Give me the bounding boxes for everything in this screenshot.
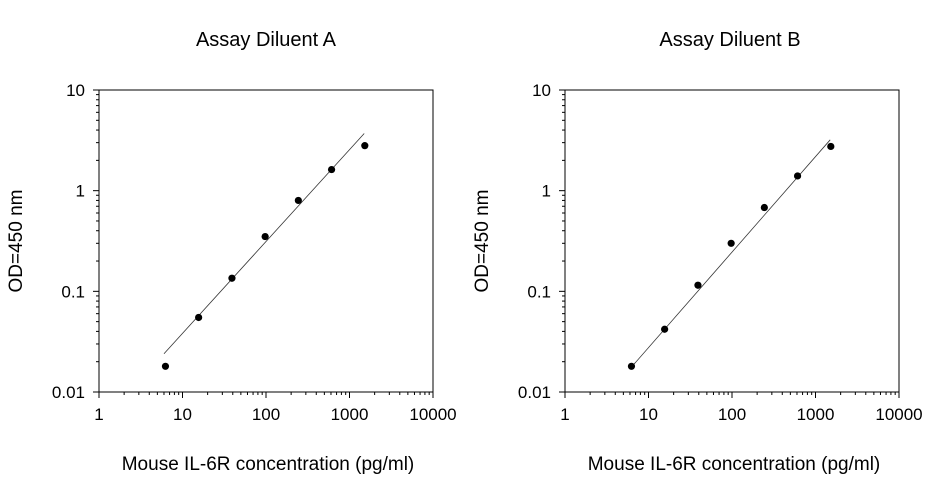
data-point	[327, 165, 336, 174]
y-tick-label: 0.1	[61, 282, 85, 301]
data-point	[661, 325, 669, 333]
data-point	[793, 172, 802, 180]
data-point	[161, 362, 170, 370]
x-tick-label: 10	[639, 405, 658, 424]
x-tick-label: 100	[252, 405, 280, 424]
y-axis-label: OD=450 nm	[6, 190, 27, 293]
y-tick-label: 1	[76, 182, 85, 201]
chart-panel-1: Assay Diluent A 1 10 100 1000 10000 0.01 0.1 1 10…	[6, 29, 457, 475]
y-tick-label: 1	[542, 182, 551, 201]
data-point	[361, 142, 369, 150]
chart-title: Assay Diluent A	[196, 29, 337, 51]
x-tick-label: 100	[718, 405, 746, 424]
y-tick-label: 10	[66, 81, 85, 100]
data-point	[228, 274, 236, 282]
data-point	[694, 281, 702, 289]
data-point	[627, 362, 636, 370]
y-tick-label: 0.01	[518, 383, 551, 402]
data-point	[294, 196, 302, 205]
chart-title: Assay Diluent B	[659, 29, 800, 51]
x-tick-label: 1000	[797, 405, 835, 424]
x-axis-label: Mouse IL-6R concentration (pg/ml)	[588, 454, 881, 475]
x-tick-label: 1	[560, 405, 569, 424]
y-axis-label: OD=450 nm	[472, 190, 493, 293]
x-tick-label: 10	[173, 405, 192, 424]
x-axis-label: Mouse IL-6R concentration (pg/ml)	[122, 454, 415, 475]
x-tick-label: 10000	[409, 405, 456, 424]
chart-panel-2: Assay Diluent B 1 10 100 1000 10000 0.01 0.1 1 10…	[472, 29, 923, 475]
x-tick-label: 1000	[331, 405, 369, 424]
x-tick-label: 10000	[875, 405, 922, 424]
data-point	[760, 203, 768, 212]
x-tick-label: 1	[94, 405, 103, 424]
data-point	[261, 232, 269, 241]
y-tick-label: 0.01	[52, 383, 85, 402]
fit-line	[163, 133, 365, 354]
data-point	[195, 313, 203, 322]
data-point	[827, 142, 835, 151]
data-point	[727, 239, 735, 247]
y-tick-label: 0.1	[527, 282, 551, 301]
y-tick-label: 10	[532, 81, 551, 100]
